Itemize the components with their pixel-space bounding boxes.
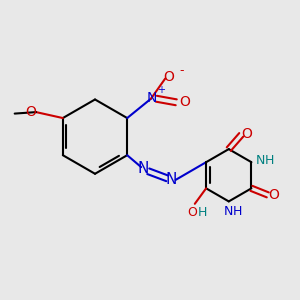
- Text: N: N: [138, 161, 149, 176]
- Text: N: N: [224, 205, 233, 218]
- Text: -: -: [179, 64, 184, 77]
- Text: O: O: [241, 127, 252, 141]
- Text: +: +: [157, 85, 165, 95]
- Text: O: O: [164, 70, 174, 84]
- Text: O: O: [25, 104, 36, 118]
- Text: H: H: [232, 205, 242, 218]
- Text: N: N: [256, 154, 266, 167]
- Text: O: O: [187, 206, 197, 219]
- Text: N: N: [165, 172, 177, 188]
- Text: O: O: [179, 95, 190, 109]
- Text: H: H: [198, 206, 207, 219]
- Text: N: N: [146, 91, 157, 105]
- Text: O: O: [268, 188, 279, 202]
- Text: H: H: [265, 154, 274, 167]
